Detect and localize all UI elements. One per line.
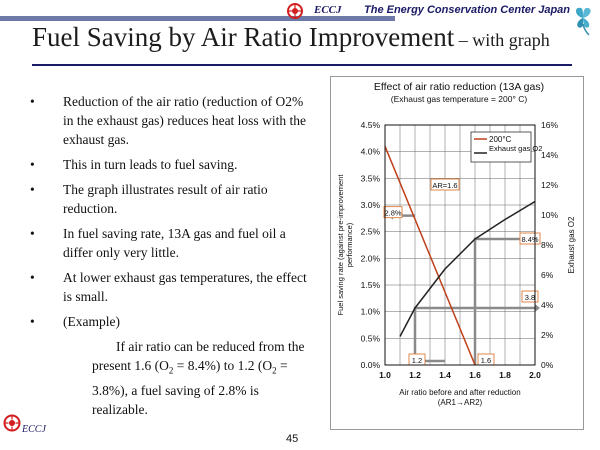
bullet-text: (Example): [63, 314, 120, 329]
chart-subtitle: (Exhaust gas temperature = 200° C): [391, 94, 528, 104]
chart-ticks: 1.0 1.2 1.4 1.6 1.8 2.0 0.0% 0.5% 1.0% 1.5% 2.0% 2.…: [361, 120, 559, 380]
y-right-tick-label: 6%: [541, 270, 554, 280]
x-axis-label: Air ratio before and after reduction: [399, 388, 520, 397]
page-number: 45: [286, 433, 299, 445]
bullet-marker: •: [30, 270, 35, 285]
y-right-tick-label: 2%: [541, 330, 554, 340]
footer-brand: ECCJ: [22, 424, 46, 435]
annotation-o2-low-label: 3.8: [525, 293, 535, 302]
y-left-axis-label: Fuel saving rate (against pre-improvemen…: [336, 174, 345, 316]
clover-logo-icon: [575, 7, 591, 36]
y-right-axis-label: Exhaust gas O2: [567, 216, 576, 273]
bullet-item: • At lower exhaust gas temperatures, the …: [30, 268, 308, 306]
bullet-marker: •: [30, 226, 35, 241]
annotation-o2-low-box: [521, 290, 539, 303]
y-right-tick-label: 4%: [541, 300, 554, 310]
y-right-tick-label: 16%: [541, 120, 558, 130]
y-right-tick-label: 10%: [541, 210, 558, 220]
bullet-marker: •: [30, 314, 35, 329]
chart-series: [384, 146, 536, 366]
bullet-item: • In fuel saving rate, 13A gas and fuel o…: [30, 224, 308, 262]
x-axis-label-2: (AR1→AR2): [438, 398, 483, 407]
y-left-tick-label: 0.5%: [361, 333, 381, 343]
org-short-name: ECCJ: [314, 4, 342, 16]
legend-label-temp: 200°C: [489, 135, 512, 144]
annotation-o2-high-label: 8.4%: [521, 235, 538, 244]
y-left-tick-label: 2.0%: [361, 253, 381, 263]
y-left-tick-label: 4.0%: [361, 147, 381, 157]
legend-box: [470, 131, 532, 163]
bullet-item: • The graph illustrates result of air rat…: [30, 180, 308, 218]
y-left-axis-label-2: performance): [345, 222, 354, 267]
bullet-item: • (Example): [30, 312, 308, 331]
eccj-logo-icon: [287, 3, 303, 19]
bullet-list: • Reduction of the air ratio (reduction o…: [30, 92, 308, 419]
x-tick-label: 2.0: [529, 370, 541, 380]
chart-svg: Effect of air ratio reduction (13A gas) …: [336, 81, 576, 407]
y-left-tick-label: 4.5%: [361, 120, 381, 130]
x-tick-label: 1.0: [379, 370, 391, 380]
annotation-ar-box: [430, 178, 460, 191]
bullet-text: This in turn leads to fuel saving.: [63, 157, 238, 172]
example-part: = 8.4%) to 1.2 (O: [173, 358, 273, 373]
title-underline: [32, 64, 572, 66]
bullet-text: At lower exhaust gas temperatures, the e…: [63, 270, 307, 304]
example-text: If air ratio can be reduced from the pre…: [92, 337, 308, 419]
y-right-tick-label: 0%: [541, 360, 554, 370]
y-left-tick-label: 2.5%: [361, 227, 381, 237]
chart-grid: [385, 124, 535, 365]
bullet-item: • This in turn leads to fuel saving.: [30, 155, 308, 174]
series-line-o2: [399, 200, 536, 337]
y-left-tick-label: 3.5%: [361, 173, 381, 183]
annotation-saving-label: 2.8%: [384, 209, 401, 218]
example-subscript: 2: [168, 365, 174, 376]
y-left-tick-label: 3.0%: [361, 200, 381, 210]
bullet-marker: •: [30, 157, 35, 172]
bullet-marker: •: [30, 182, 35, 197]
y-right-tick-label: 14%: [541, 150, 558, 160]
x-tick-label: 1.4: [439, 370, 451, 380]
annotation-o2-high-box: [519, 232, 541, 245]
series-line-temp: [384, 146, 476, 366]
bullet-item: • Reduction of the air ratio (reduction o…: [30, 92, 308, 149]
bullet-marker: •: [30, 94, 35, 109]
y-right-tick-label: 8%: [541, 240, 554, 250]
arrowhead-low: [535, 304, 540, 312]
bullet-text: In fuel saving rate, 13A gas and fuel oi…: [63, 226, 286, 260]
x-tick-label: 1.6: [469, 370, 481, 380]
chart-panel: Effect of air ratio reduction (13A gas) …: [330, 76, 584, 430]
plot-frame: [384, 124, 536, 366]
annotation-ar-label: AR=1.6: [432, 181, 457, 190]
bullet-text: The graph illustrates result of air rati…: [63, 182, 268, 216]
annotation-ar-high-label: 1.6: [481, 356, 491, 365]
annotation-ar-low-label: 1.2: [412, 356, 422, 365]
slide-title-main: Fuel Saving by Air Ratio Improvement: [32, 22, 455, 52]
x-tick-label: 1.8: [499, 370, 511, 380]
chart-title: Effect of air ratio reduction (13A gas): [374, 81, 544, 93]
x-tick-label: 1.2: [409, 370, 421, 380]
chart-annotations: AR=1.6 2.8% 8.4% 3.8 1.2 1.6: [383, 178, 541, 366]
bullet-text: Reduction of the air ratio (reduction of…: [63, 94, 306, 147]
y-left-tick-label: 1.5%: [361, 280, 381, 290]
example-part: = 3.8%), a fuel saving of 2.8% is realiz…: [92, 358, 288, 417]
example-subscript: 2: [272, 365, 277, 376]
slide-title-sub: – with graph: [454, 30, 550, 50]
y-right-tick-label: 12%: [541, 180, 558, 190]
footer-logo-icon: [3, 414, 21, 432]
slide-title: Fuel Saving by Air Ratio Improvement – w…: [32, 22, 550, 53]
legend-label-o2: Exhaust gas O2: [489, 144, 542, 153]
example-part: If air ratio can be reduced from the pre…: [92, 339, 305, 373]
y-left-tick-label: 1.0%: [361, 307, 381, 317]
org-full-name: The Energy Conservation Center Japan: [364, 4, 570, 16]
annotation-saving-box: [383, 206, 403, 219]
y-left-tick-label: 0.0%: [361, 360, 381, 370]
header-rule: [0, 16, 395, 21]
